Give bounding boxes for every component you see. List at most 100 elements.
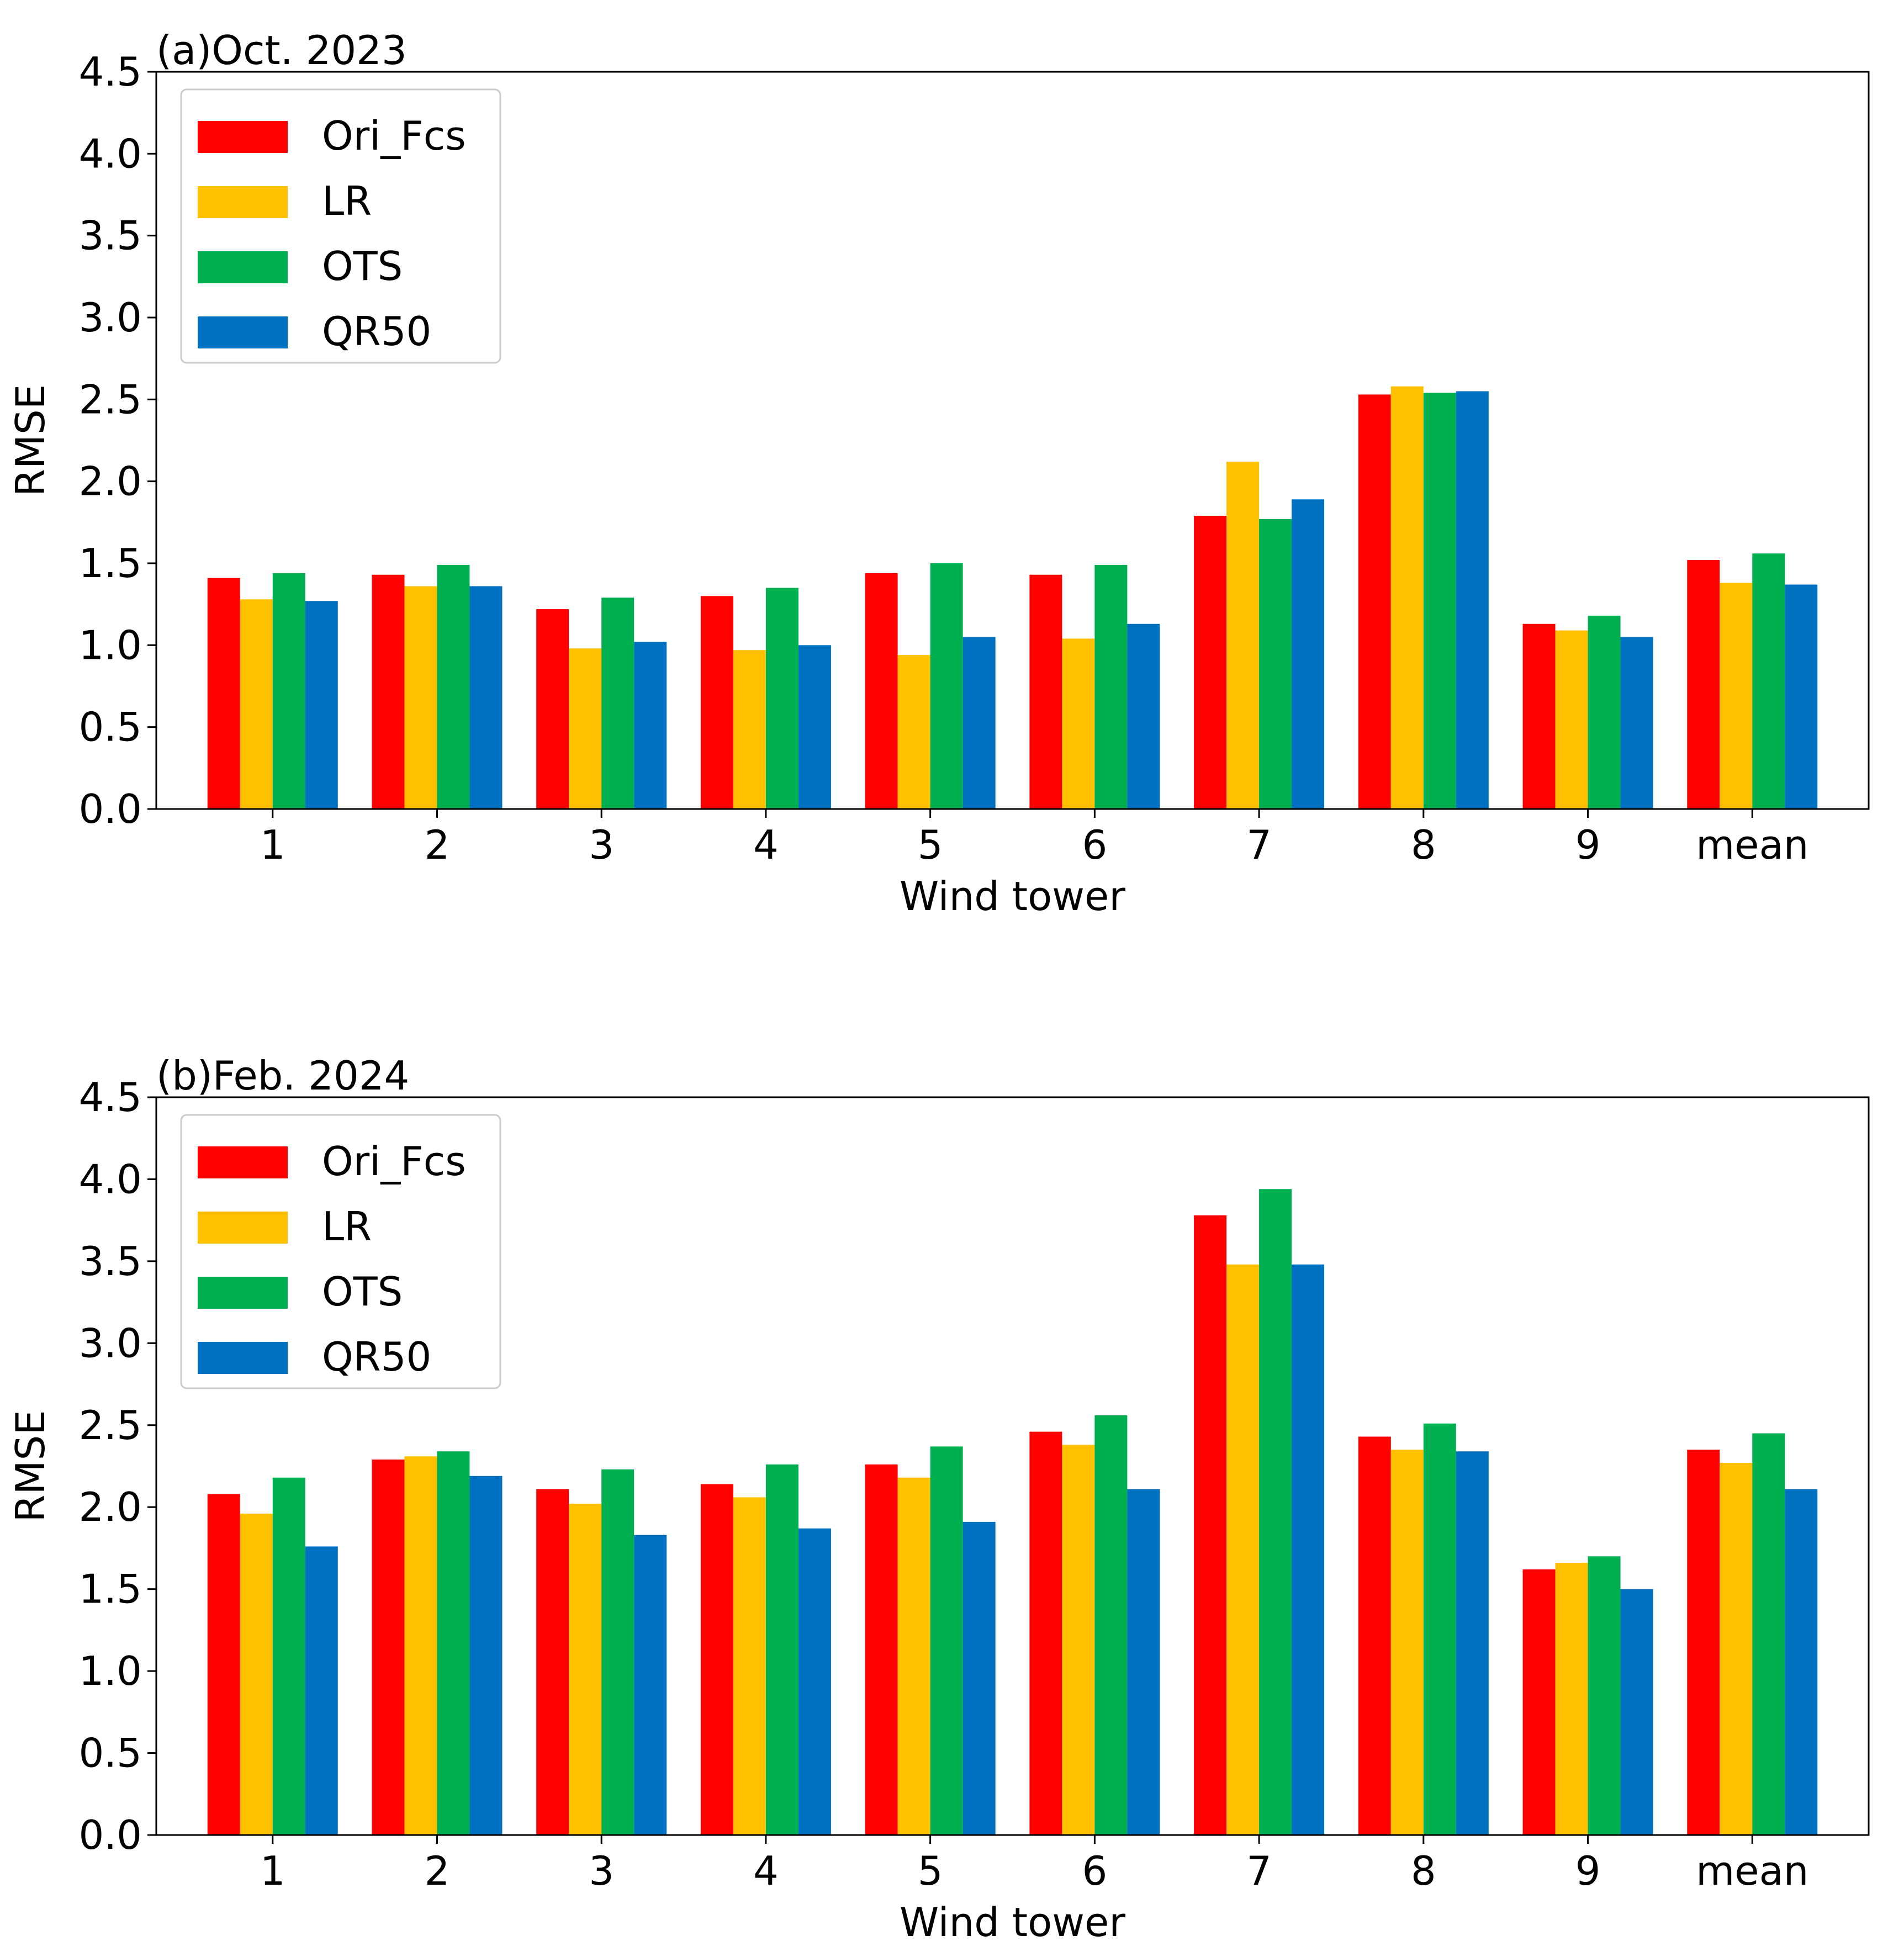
bar-qr50-2 xyxy=(469,1476,503,1835)
bar-ori-fcs-8 xyxy=(1358,394,1391,809)
y-tick-label: 4.0 xyxy=(78,1156,142,1202)
bar-qr50-1 xyxy=(305,601,338,809)
bar-ots-3 xyxy=(601,597,634,809)
bar-lr-1 xyxy=(240,599,273,809)
x-tick-label: 4 xyxy=(753,822,779,868)
legend-swatch-ots xyxy=(198,251,288,283)
bar-ots-1 xyxy=(272,1477,305,1835)
x-tick-label: 1 xyxy=(260,1848,285,1894)
bar-lr-2 xyxy=(404,1456,437,1835)
bar-ots-8 xyxy=(1423,393,1456,809)
x-tick-label: 8 xyxy=(1411,822,1436,868)
x-tick-label: 7 xyxy=(1246,822,1272,868)
x-tick-label: 4 xyxy=(753,1848,779,1894)
legend-label: Ori_Fcs xyxy=(322,1138,466,1184)
bar-ori-fcs-6 xyxy=(1029,574,1062,809)
y-tick-label: 3.5 xyxy=(78,213,142,259)
x-axis-label: Wind tower xyxy=(900,873,1125,919)
x-tick-label: 2 xyxy=(425,822,450,868)
bar-lr-6 xyxy=(1062,638,1095,809)
bar-ori-fcs-1 xyxy=(207,578,240,809)
bar-lr-9 xyxy=(1555,630,1588,809)
bar-ots-8 xyxy=(1423,1423,1456,1835)
bar-qr50-5 xyxy=(962,1521,996,1835)
bar-qr50-8 xyxy=(1456,1451,1489,1835)
y-tick-label: 1.5 xyxy=(78,1566,142,1612)
bar-ots-mean xyxy=(1752,553,1785,809)
y-tick-label: 2.0 xyxy=(78,1484,142,1530)
y-tick-label: 3.0 xyxy=(78,294,142,341)
legend-label: QR50 xyxy=(322,308,431,355)
legend: Ori_Fcs LR OTS QR50 xyxy=(180,88,501,364)
bar-lr-9 xyxy=(1555,1563,1588,1835)
chart-title: (a)Oct. 2023 xyxy=(156,27,407,73)
bar-qr50-4 xyxy=(798,645,831,809)
x-tick-label: 5 xyxy=(918,822,943,868)
x-tick-label: 5 xyxy=(918,1848,943,1894)
y-axis-label: RMSE xyxy=(7,384,54,496)
bar-ori-fcs-mean xyxy=(1687,1450,1720,1835)
bar-qr50-7 xyxy=(1292,499,1325,809)
x-tick-label: 3 xyxy=(589,1848,614,1894)
x-tick-label: mean xyxy=(1696,822,1808,868)
y-tick-label: 4.5 xyxy=(78,1074,142,1120)
legend-label: Ori_Fcs xyxy=(322,113,466,159)
bar-lr-7 xyxy=(1226,1264,1260,1835)
bar-lr-5 xyxy=(897,655,930,809)
bar-ori-fcs-4 xyxy=(700,596,733,809)
bar-qr50-5 xyxy=(962,637,996,809)
bar-ori-fcs-7 xyxy=(1194,1215,1227,1835)
bar-ori-fcs-7 xyxy=(1194,515,1227,809)
bar-qr50-9 xyxy=(1620,1589,1653,1835)
bar-ots-5 xyxy=(930,1446,963,1835)
y-tick-label: 3.0 xyxy=(78,1320,142,1366)
bar-qr50-6 xyxy=(1127,623,1160,809)
y-axis-label: RMSE xyxy=(7,1410,54,1522)
bar-ori-fcs-8 xyxy=(1358,1436,1391,1835)
legend-box xyxy=(180,88,501,364)
bar-lr-5 xyxy=(897,1477,930,1835)
bar-qr50-mean xyxy=(1785,1489,1818,1835)
plot-frame xyxy=(155,71,1870,810)
legend-box xyxy=(180,1114,501,1389)
x-tick-label: 6 xyxy=(1082,1848,1107,1894)
bar-qr50-4 xyxy=(798,1528,831,1835)
y-tick-label: 4.5 xyxy=(78,49,142,95)
bar-ots-2 xyxy=(437,564,470,809)
bar-ots-7 xyxy=(1259,519,1292,809)
y-tick-label: 0.0 xyxy=(78,786,142,832)
y-tick-label: 2.0 xyxy=(78,458,142,505)
x-tick-label: 8 xyxy=(1411,1848,1436,1894)
bar-qr50-1 xyxy=(305,1546,338,1835)
bar-ots-5 xyxy=(930,563,963,809)
bar-qr50-mean xyxy=(1785,584,1818,809)
x-axis-label: Wind tower xyxy=(900,1899,1125,1945)
bar-lr-3 xyxy=(569,648,602,809)
bar-qr50-3 xyxy=(634,642,667,809)
bar-qr50-7 xyxy=(1292,1264,1325,1835)
bar-qr50-6 xyxy=(1127,1489,1160,1835)
bar-lr-8 xyxy=(1390,1450,1424,1835)
bar-ori-fcs-5 xyxy=(865,1464,898,1835)
y-tick-label: 2.5 xyxy=(78,376,142,422)
bar-ots-mean xyxy=(1752,1433,1785,1835)
bar-lr-mean xyxy=(1720,1463,1753,1835)
bar-ots-6 xyxy=(1094,564,1128,809)
bar-lr-8 xyxy=(1390,386,1424,809)
bar-lr-3 xyxy=(569,1504,602,1835)
legend-label: OTS xyxy=(322,1268,403,1315)
bar-lr-4 xyxy=(733,650,766,809)
legend-swatch-qr50 xyxy=(198,1342,288,1374)
bar-lr-mean xyxy=(1720,583,1753,809)
bar-ots-9 xyxy=(1588,615,1621,809)
bar-lr-7 xyxy=(1226,462,1260,809)
chart-panel-a: (a)Oct. 2023 0.0 0.5 1.0 1.5 2.0 2.5 3.0 3.5 4.0 4… xyxy=(7,27,1870,919)
y-tick-label: 1.0 xyxy=(78,1648,142,1694)
bar-ori-fcs-4 xyxy=(700,1484,733,1835)
bar-lr-6 xyxy=(1062,1445,1095,1835)
legend-label: LR xyxy=(322,178,372,224)
legend-swatch-lr xyxy=(198,186,288,218)
bar-lr-1 xyxy=(240,1514,273,1835)
bar-ots-9 xyxy=(1588,1556,1621,1835)
y-tick-label: 0.5 xyxy=(78,1730,142,1776)
